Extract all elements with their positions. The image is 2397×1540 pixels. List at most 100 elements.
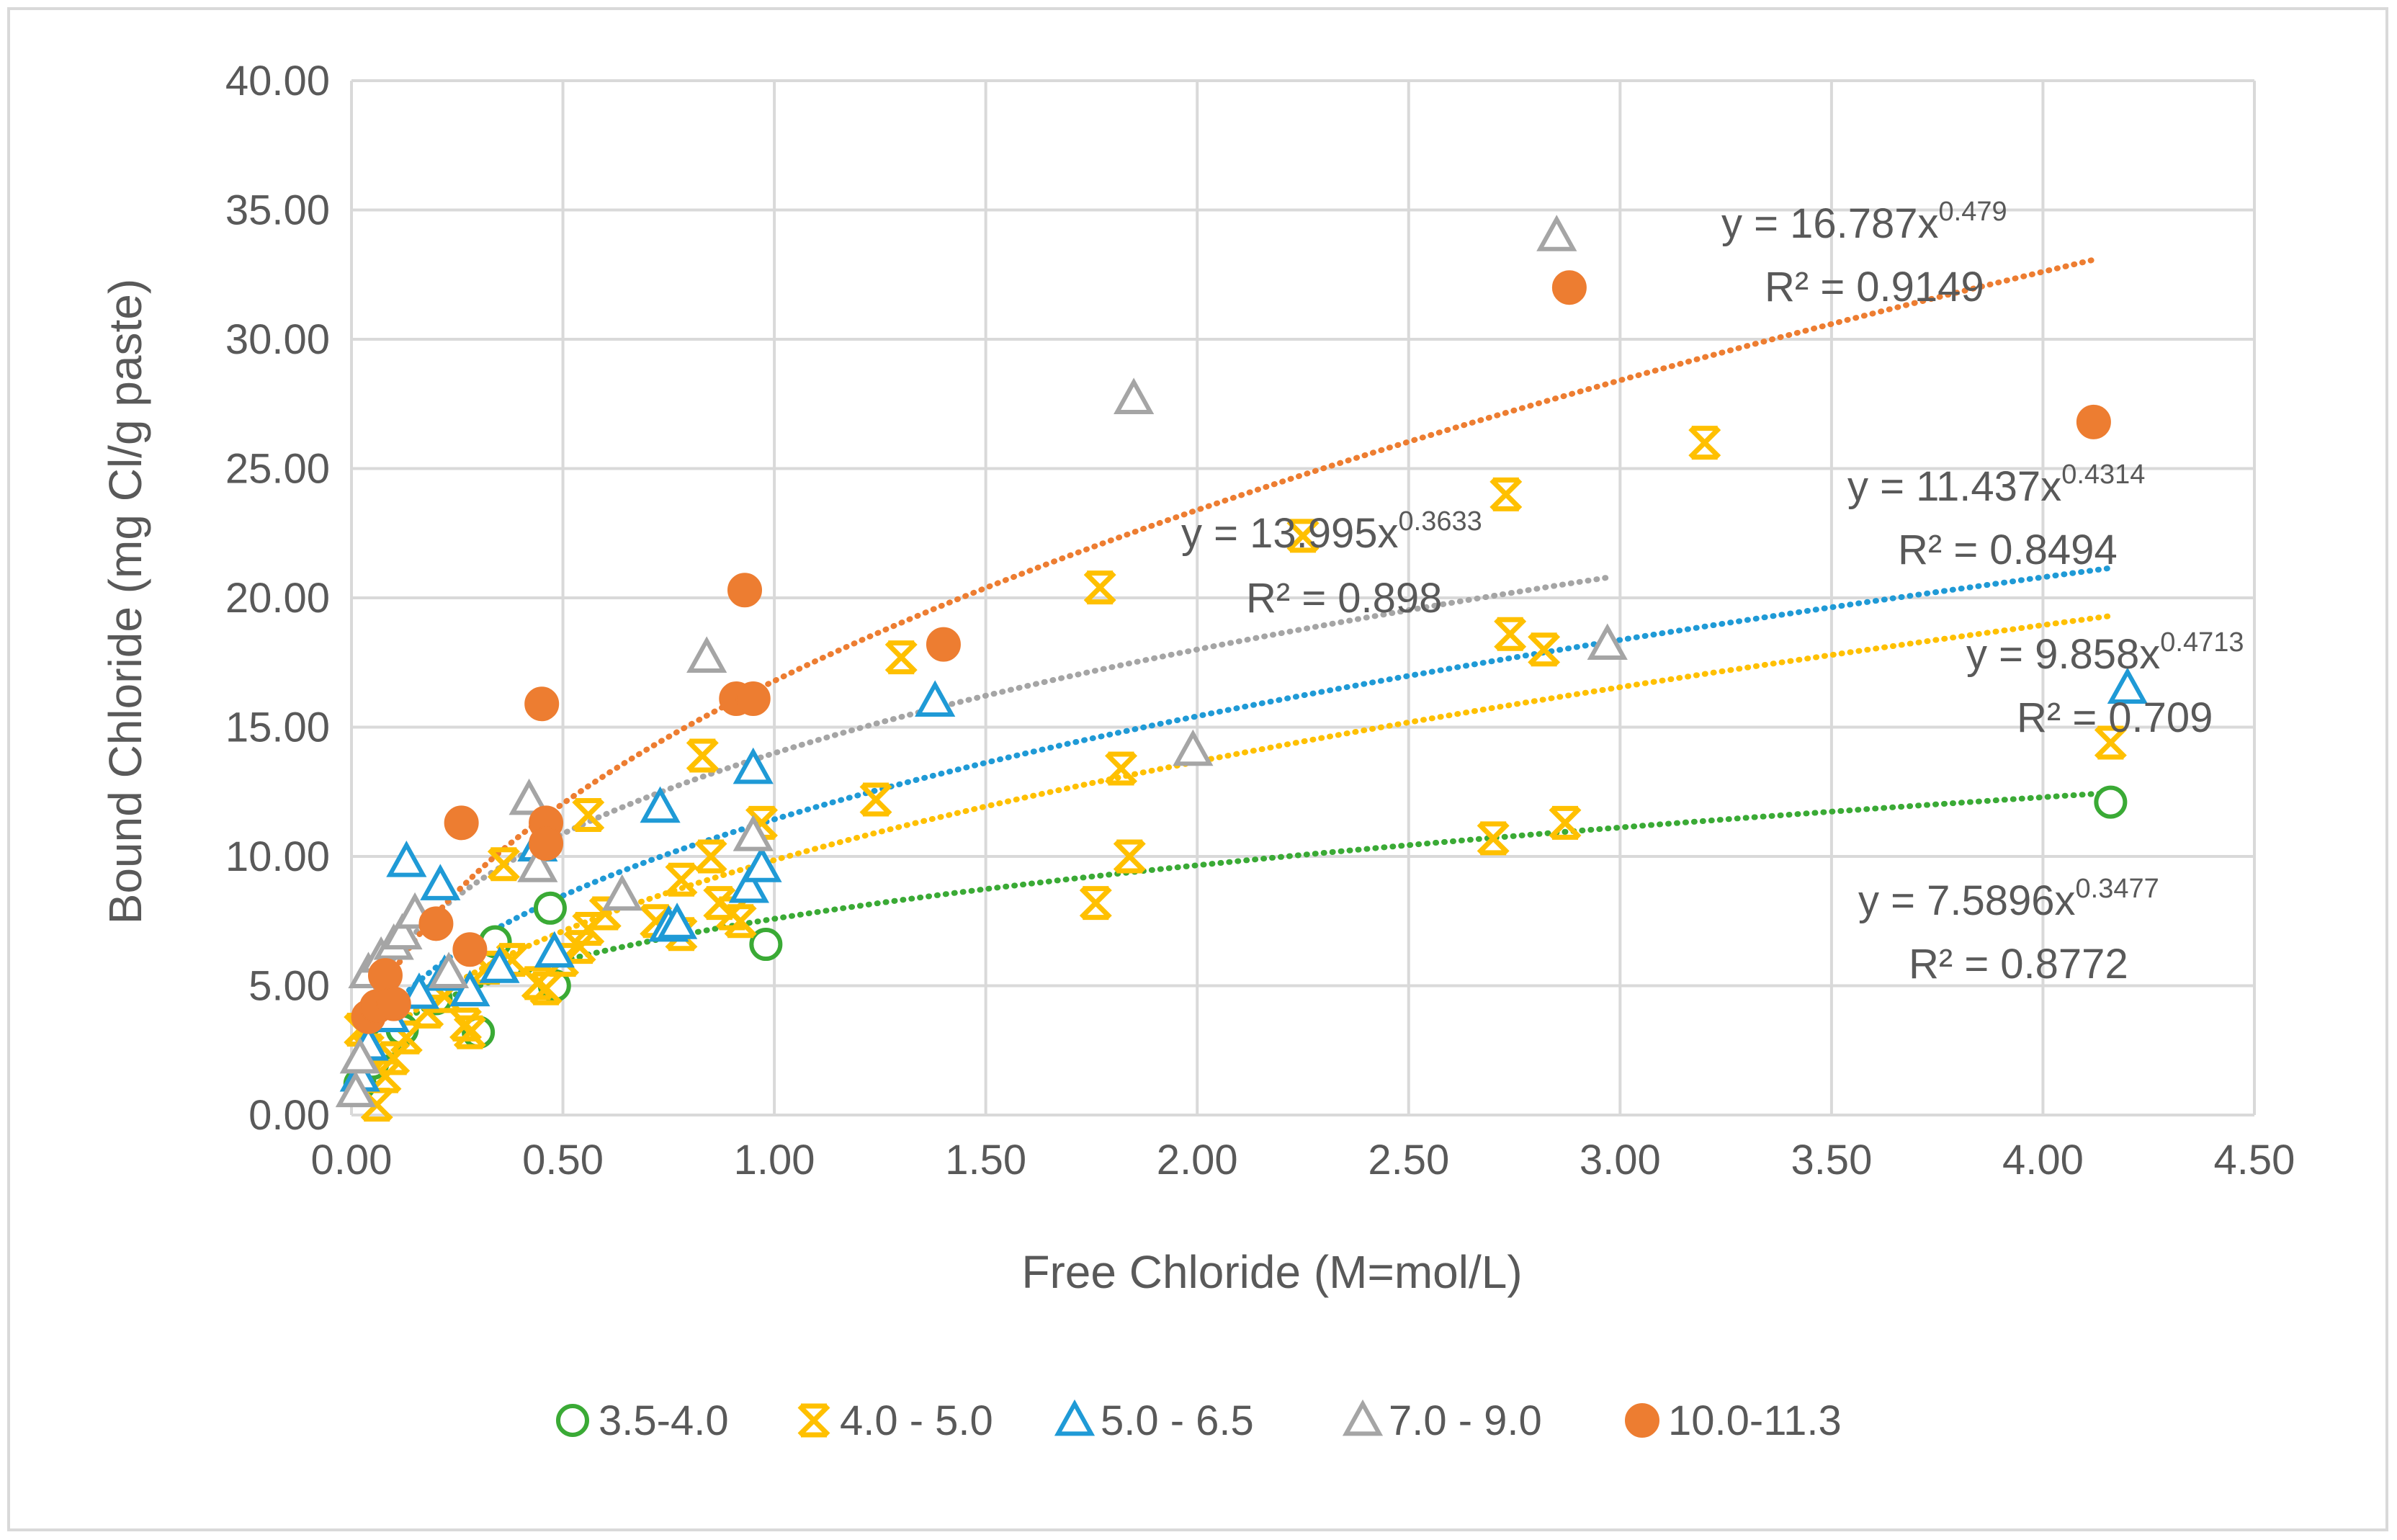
marker-triangle bbox=[335, 1070, 376, 1108]
data-point bbox=[735, 681, 771, 717]
data-point bbox=[449, 970, 490, 1007]
marker-star bbox=[724, 904, 757, 939]
data-point bbox=[428, 979, 461, 1013]
data-point bbox=[470, 950, 503, 985]
marker-star bbox=[390, 1020, 423, 1055]
marker-star bbox=[487, 847, 520, 882]
data-point bbox=[732, 747, 774, 784]
trendline-series-4 bbox=[357, 256, 2097, 1052]
data-point bbox=[418, 906, 454, 941]
trendline-series-2 bbox=[357, 564, 2118, 1064]
marker-triangle bbox=[508, 778, 550, 815]
marker-circle bbox=[749, 928, 783, 962]
data-point bbox=[1528, 632, 1561, 667]
data-point bbox=[390, 1020, 423, 1055]
data-point bbox=[524, 686, 560, 722]
data-point bbox=[508, 778, 550, 815]
trend-equation: y = 16.787x0.479 bbox=[1721, 197, 2007, 247]
marker-triangle bbox=[732, 747, 774, 784]
data-point bbox=[1083, 570, 1116, 605]
data-point bbox=[487, 847, 520, 882]
trend-r-squared: R² = 0.898 bbox=[1246, 575, 1442, 622]
data-point bbox=[665, 862, 698, 897]
data-point bbox=[1079, 886, 1112, 921]
data-point bbox=[1114, 377, 1155, 414]
marker-triangle bbox=[915, 680, 956, 717]
marker-triangle bbox=[382, 913, 423, 950]
marker-triangle bbox=[601, 874, 642, 911]
data-point bbox=[411, 994, 444, 1029]
trend-equation-base: y = 11.437x bbox=[1847, 463, 2061, 510]
y-tick-label: 0.00 bbox=[248, 1092, 330, 1139]
data-point bbox=[453, 1015, 486, 1049]
data-point bbox=[656, 903, 698, 939]
axes: 0.00 0.50 1.00 1.50 2.00 2.50 3.00 3.50 4.00 4.50… bbox=[225, 58, 2295, 1183]
trendline-series-1 bbox=[357, 613, 2114, 1078]
marker-triangle bbox=[398, 972, 440, 1009]
marker-dot bbox=[418, 906, 454, 941]
data-point bbox=[1688, 426, 1721, 460]
marker-triangle bbox=[1114, 377, 1155, 414]
legend-marker bbox=[556, 1404, 589, 1437]
legend: 3.5-4.0 4.0 - 5.0 5.0 - 6.5 7.0 - 9.0 10.0-1… bbox=[556, 1397, 1842, 1444]
marker-triangle bbox=[686, 636, 727, 673]
legend-label: 4.0 - 5.0 bbox=[840, 1397, 993, 1444]
data-point bbox=[749, 928, 783, 962]
data-point bbox=[640, 904, 673, 939]
trend-equation-exponent: 0.4314 bbox=[2061, 460, 2145, 490]
data-point bbox=[2076, 404, 2111, 439]
data-point bbox=[529, 971, 563, 1006]
marker-star bbox=[1105, 751, 1138, 786]
legend-item: 5.0 - 6.5 bbox=[1054, 1397, 1254, 1444]
data-point bbox=[686, 636, 727, 673]
marker-star bbox=[640, 904, 673, 939]
marker-star bbox=[694, 839, 727, 874]
data-point bbox=[452, 932, 488, 967]
data-point bbox=[563, 930, 596, 964]
y-tick-label: 35.00 bbox=[225, 187, 330, 234]
trend-equation-base: y = 9.858x bbox=[1966, 631, 2160, 678]
data-point bbox=[2094, 785, 2128, 819]
y-tick-label: 15.00 bbox=[225, 704, 330, 751]
legend-item: 10.0-11.3 bbox=[1625, 1397, 1842, 1444]
marker-triangle bbox=[1342, 1399, 1384, 1436]
x-tick-label: 4.50 bbox=[2214, 1137, 2295, 1183]
marker-star bbox=[884, 640, 918, 675]
marker-dot bbox=[2076, 404, 2111, 439]
data-point bbox=[572, 912, 605, 946]
data-point bbox=[640, 786, 681, 823]
marker-triangle bbox=[534, 931, 575, 968]
legend-marker bbox=[1625, 1403, 1659, 1438]
data-point bbox=[1113, 839, 1146, 874]
marker-star bbox=[665, 862, 698, 897]
legend-marker bbox=[1342, 1399, 1384, 1436]
marker-star bbox=[572, 912, 605, 946]
data-point bbox=[377, 1041, 411, 1075]
marker-star bbox=[588, 896, 622, 931]
marker-star bbox=[1083, 570, 1116, 605]
marker-star bbox=[529, 971, 563, 1006]
marker-circle bbox=[2094, 785, 2128, 819]
trend-equation: y = 11.437x0.4314 bbox=[1847, 460, 2145, 510]
marker-star bbox=[1477, 821, 1510, 856]
y-tick-label: 25.00 bbox=[225, 446, 330, 493]
marker-star bbox=[1494, 617, 1527, 651]
data-point bbox=[727, 573, 763, 608]
data-point bbox=[1587, 623, 1628, 661]
trendline-series-3 bbox=[357, 573, 1615, 1031]
legend-label: 7.0 - 9.0 bbox=[1389, 1397, 1542, 1444]
y-tick-label: 40.00 bbox=[225, 58, 330, 104]
marker-circle bbox=[556, 1404, 589, 1437]
trend-equation-exponent: 0.4713 bbox=[2160, 627, 2244, 658]
marker-star bbox=[1549, 805, 1582, 840]
marker-dot bbox=[376, 986, 411, 1021]
marker-triangle bbox=[1173, 729, 1214, 766]
data-point bbox=[1551, 270, 1587, 305]
legend-marker bbox=[1054, 1399, 1096, 1436]
y-tick-label: 10.00 bbox=[225, 833, 330, 880]
data-point bbox=[732, 815, 774, 851]
y-tick-label: 20.00 bbox=[225, 575, 330, 622]
trendline-series-0 bbox=[357, 789, 2114, 1068]
marker-star bbox=[859, 782, 892, 817]
marker-triangle bbox=[386, 841, 427, 877]
